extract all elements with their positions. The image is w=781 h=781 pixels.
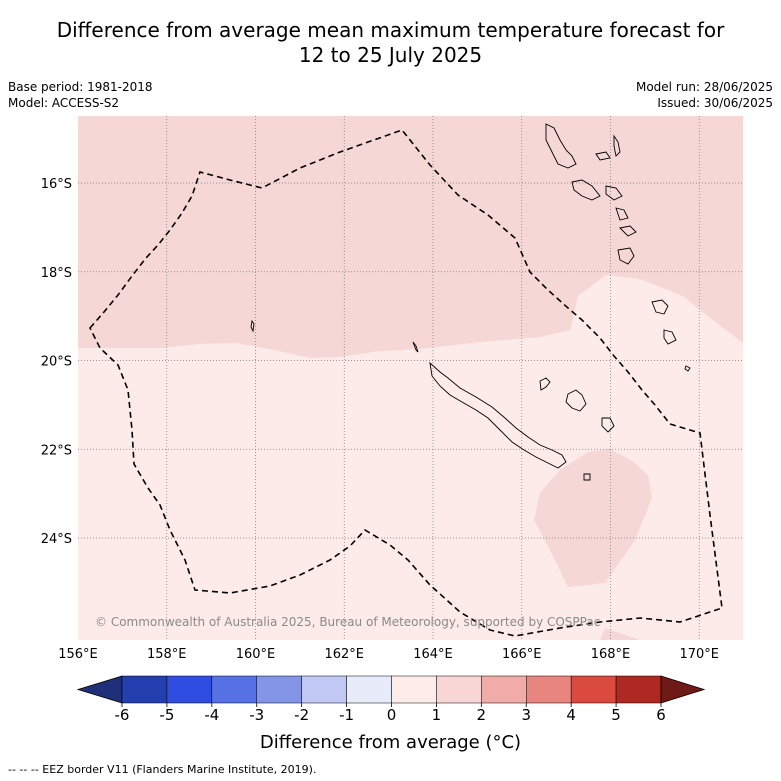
island-maewo: [613, 134, 621, 157]
colorbar-segment: [346, 675, 392, 704]
issued-date: Issued: 30/06/2025: [657, 96, 773, 110]
colorbar-tick-labels: -6 -5 -4 -3 -2 -1 0 1 2 3 4 5 6: [115, 703, 666, 724]
island-matthew: [651, 299, 669, 315]
title-line-2: 12 to 25 July 2025: [298, 43, 483, 67]
lat-label: 22°S: [41, 443, 72, 458]
lon-label: 170°E: [679, 647, 719, 662]
eez-legend-note: -- -- -- EEZ border V11 (Flanders Marine…: [8, 763, 317, 776]
colorbar-tick-label: -2: [294, 706, 309, 724]
colorbar-tick-label: 0: [387, 706, 397, 724]
base-period: Base period: 1981-2018: [8, 80, 153, 94]
latitude-labels: 16°S 18°S 20°S 22°S 24°S: [41, 177, 72, 547]
colorbar-tick-label: 1: [432, 706, 442, 724]
anomaly-1-2-region-south: [534, 449, 652, 587]
lat-label: 20°S: [41, 355, 72, 370]
island-pentecost: [605, 185, 623, 201]
colorbar-tick-label: -1: [339, 706, 354, 724]
lat-label: 18°S: [41, 266, 72, 281]
island-espiritu-santo: [545, 123, 577, 169]
model-name: Model: ACCESS-S2: [8, 96, 120, 110]
model-run: Model run: 28/06/2025: [635, 80, 773, 94]
colorbar-segment: [615, 675, 662, 704]
colorbar-tick-label: 3: [521, 706, 531, 724]
colorbar-extend-high: [660, 675, 706, 704]
map-gridlines: [78, 116, 743, 640]
island-belep: [412, 341, 419, 353]
island-efate: [615, 207, 629, 221]
island-malekula: [571, 179, 601, 201]
island-ouvea: [539, 377, 551, 391]
anomaly-1-2-region-corner: [600, 628, 640, 640]
island-chesterfield: [250, 319, 255, 333]
colorbar-tick-label: -5: [159, 706, 174, 724]
meta-right: Model run: 28/06/2025 Issued: 30/06/2025: [636, 79, 773, 111]
colorbar-segment: [256, 675, 302, 704]
map-area: © Commonwealth of Australia 2025, Bureau…: [78, 116, 743, 640]
colorbar-segment: [391, 675, 437, 704]
colorbar: [76, 675, 706, 704]
title-line-1: Difference from average mean maximum tem…: [56, 18, 725, 42]
colorbar-tick-label: -4: [204, 706, 219, 724]
colorbar-tick-label: 4: [566, 706, 576, 724]
lat-label: 16°S: [41, 177, 72, 192]
colorbar-tick-label: 6: [656, 706, 666, 724]
island-ambae: [595, 151, 611, 161]
longitude-labels: 156°E 158°E 160°E 162°E 164°E 166°E 168°E 170°E: [58, 647, 719, 662]
lat-label: 24°S: [41, 532, 72, 547]
colorbar-tick-label: 5: [611, 706, 621, 724]
colorbar-segment: [121, 675, 168, 704]
lon-label: 164°E: [413, 647, 453, 662]
island-lifou: [565, 389, 587, 412]
colorbar-segment: [301, 675, 347, 704]
island-erromango: [619, 225, 637, 237]
colorbar-segment: [211, 675, 257, 704]
colorbar-segment: [481, 675, 527, 704]
island-tanna: [617, 247, 635, 265]
colorbar-tick-label: 2: [477, 706, 487, 724]
lon-label: 158°E: [147, 647, 187, 662]
meta-left: Base period: 1981-2018 Model: ACCESS-S2: [8, 79, 153, 111]
coastlines: [250, 123, 691, 481]
island-pines: [583, 473, 591, 481]
colorbar-segment: [436, 675, 482, 704]
lon-label: 168°E: [591, 647, 631, 662]
island-mare: [601, 417, 615, 433]
lon-label: 160°E: [236, 647, 276, 662]
colorbar-tick-label: -6: [115, 706, 130, 724]
island-small-east: [684, 365, 691, 372]
map-title: Difference from average mean maximum tem…: [0, 18, 781, 68]
colorbar-extend-low: [76, 675, 123, 704]
colorbar-label: Difference from average (°C): [259, 732, 522, 753]
anomaly-1-2-region-north: [78, 116, 743, 358]
lon-label: 166°E: [502, 647, 542, 662]
eez-border: [89, 129, 723, 637]
copyright-watermark: © Commonwealth of Australia 2025, Bureau…: [95, 615, 600, 629]
colorbar-segment: [526, 675, 572, 704]
colorbar-tick-label: -3: [249, 706, 264, 724]
island-hunter: [663, 329, 677, 345]
lon-label: 156°E: [58, 647, 98, 662]
new-caledonia-coast: [429, 361, 567, 469]
lon-label: 162°E: [324, 647, 364, 662]
colorbar-segment: [166, 675, 213, 704]
colorbar-segment: [570, 675, 617, 704]
